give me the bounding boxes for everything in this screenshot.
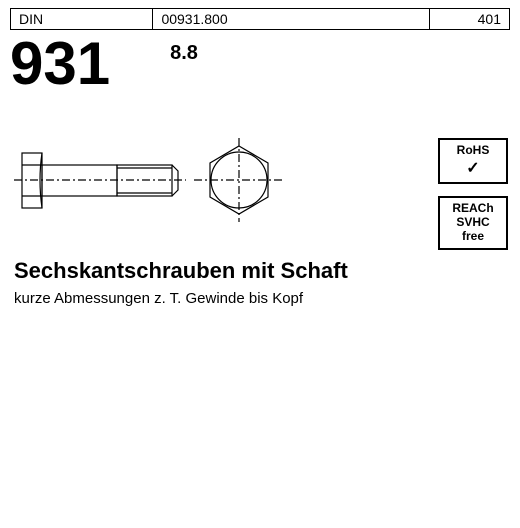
standard-number: 931 <box>10 34 110 94</box>
header-code: 00931.800 <box>153 9 430 29</box>
header-standard-org: DIN <box>11 9 153 29</box>
header-page-no: 401 <box>430 9 509 29</box>
reach-line1: REACh <box>452 201 493 215</box>
check-icon: ✓ <box>442 160 504 178</box>
rohs-badge: RoHS ✓ <box>438 138 508 184</box>
reach-line2: SVHC <box>456 215 489 229</box>
material-grade: 8.8 <box>170 42 198 65</box>
product-title: Sechskantschrauben mit Schaft <box>14 258 348 284</box>
product-subtitle: kurze Abmessungen z. T. Gewinde bis Kopf <box>14 290 303 307</box>
bolt-drawing-svg <box>14 133 314 228</box>
rohs-label: RoHS <box>457 143 490 157</box>
bolt-diagram <box>14 133 314 228</box>
compliance-badges: RoHS ✓ REACh SVHC free <box>438 138 508 250</box>
spec-sheet: DIN 00931.800 401 931 8.8 <box>0 8 520 528</box>
reach-badge: REACh SVHC free <box>438 196 508 249</box>
header-row: DIN 00931.800 401 <box>10 8 510 30</box>
standard-row: 931 8.8 <box>10 34 510 94</box>
reach-line3: free <box>462 229 484 243</box>
